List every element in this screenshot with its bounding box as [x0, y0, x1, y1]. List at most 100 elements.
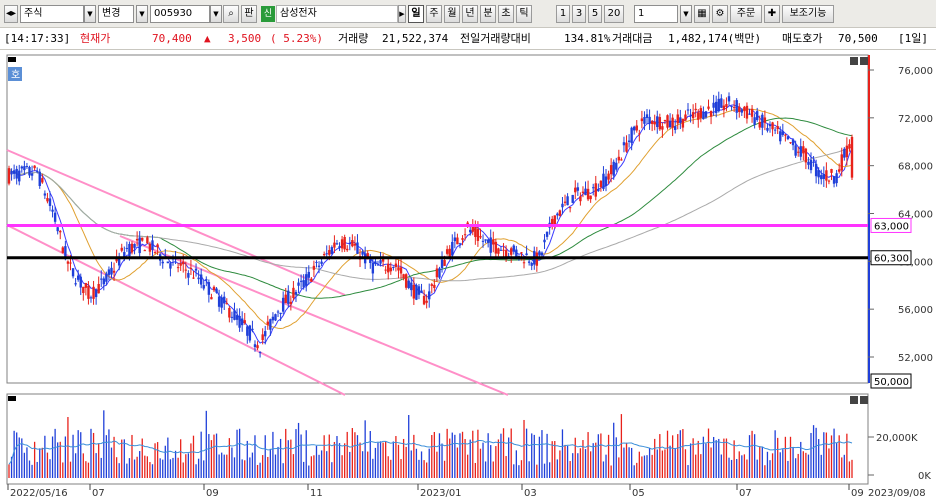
- market-arrow-button[interactable]: ◂▸: [4, 5, 18, 23]
- tab-period-minute[interactable]: 분: [480, 5, 496, 23]
- change-label[interactable]: 변경: [98, 5, 134, 23]
- candle-body: [658, 117, 662, 130]
- candle-body: [576, 187, 580, 191]
- corner-badge[interactable]: [8, 67, 22, 81]
- candle-body: [650, 121, 654, 124]
- candle-body: [10, 171, 13, 175]
- candle-body: [348, 243, 351, 245]
- candle-body: [184, 269, 187, 271]
- interval-input[interactable]: 1: [634, 5, 678, 23]
- tab-period-month[interactable]: 월: [444, 5, 460, 23]
- interval-3-button[interactable]: 3: [572, 5, 586, 23]
- candle-body: [387, 263, 390, 273]
- price-marker-label: 60,300: [874, 254, 909, 265]
- market-select[interactable]: 주식: [20, 5, 84, 23]
- interval-5-button[interactable]: 5: [588, 5, 602, 23]
- grid-icon[interactable]: ▦: [694, 5, 710, 23]
- pane-close-icon[interactable]: [860, 57, 868, 65]
- candle-body: [161, 261, 164, 264]
- date-label: 2022/05/16: [10, 488, 68, 498]
- candle-body: [207, 282, 211, 295]
- ask-label: 매도호가: [782, 32, 823, 45]
- code-history-dropdown-icon[interactable]: ▼: [210, 5, 222, 23]
- candle-body: [233, 310, 236, 320]
- crosshair-icon[interactable]: ✚: [764, 5, 780, 23]
- price-marker-box: [870, 250, 912, 266]
- candle-body: [755, 111, 759, 121]
- candle-body: [510, 248, 513, 255]
- candle-body: [661, 126, 664, 130]
- candle-body: [822, 173, 826, 179]
- candle-body: [205, 279, 208, 281]
- candle-body: [615, 162, 618, 170]
- candle-body: [753, 117, 756, 125]
- tab-period-day[interactable]: 일: [408, 5, 424, 23]
- candle-body: [251, 328, 254, 330]
- candle-body: [192, 277, 195, 279]
- candle-body: [187, 273, 190, 278]
- candle-body: [620, 159, 623, 161]
- candle-body: [346, 248, 349, 251]
- volume-close-icon[interactable]: [860, 396, 868, 404]
- candle-body: [812, 161, 815, 163]
- candle-body: [609, 165, 613, 175]
- candle-body: [51, 209, 54, 212]
- candle-body: [28, 166, 31, 176]
- price-markers: 63,000 60,300 50,000: [870, 217, 912, 389]
- candle-body: [584, 188, 587, 196]
- candle-body: [602, 173, 605, 189]
- interval-20-button[interactable]: 20: [604, 5, 624, 23]
- candle-body: [558, 210, 562, 217]
- pane-maximize-icon[interactable]: [850, 57, 858, 65]
- gear-icon[interactable]: ⚙: [712, 5, 728, 23]
- candle-body: [120, 247, 123, 251]
- date-label: 09: [851, 488, 864, 498]
- stock-code-input[interactable]: 005930: [150, 5, 210, 23]
- candle-body: [310, 278, 313, 282]
- candle-body: [438, 268, 441, 278]
- pan-button[interactable]: 판: [241, 5, 257, 23]
- candle-body: [538, 251, 541, 256]
- expand-icon[interactable]: ▶: [398, 5, 406, 23]
- quote-time: [14:17:33]: [4, 32, 71, 45]
- candle-body: [35, 170, 39, 172]
- candle-body: [107, 269, 111, 275]
- tab-period-second[interactable]: 초: [498, 5, 514, 23]
- candle-body: [794, 145, 797, 156]
- candle-body: [556, 213, 559, 216]
- code-dropdown-icon[interactable]: ▼: [136, 5, 148, 23]
- candle-body: [179, 263, 182, 266]
- candle-body: [38, 171, 41, 186]
- candle-body: [343, 237, 346, 250]
- candle-body: [745, 105, 749, 119]
- candle-body: [714, 101, 718, 113]
- candle-body: [779, 131, 782, 142]
- volume-maximize-icon[interactable]: [850, 396, 858, 404]
- tab-period-tick[interactable]: 틱: [516, 5, 532, 23]
- volume-menu-icon[interactable]: [8, 396, 16, 401]
- candle-body: [266, 321, 269, 325]
- price-axis-bar-down: [868, 180, 870, 383]
- tab-period-week[interactable]: 주: [426, 5, 442, 23]
- magnifier-icon[interactable]: ⌕: [223, 5, 239, 23]
- candle-body: [338, 246, 341, 248]
- market-dropdown-icon[interactable]: ▼: [84, 5, 96, 23]
- candle-body: [182, 261, 185, 265]
- order-button[interactable]: 주문: [730, 5, 762, 23]
- candle-body: [750, 108, 754, 117]
- tab-period-year[interactable]: 년: [462, 5, 478, 23]
- aux-function-button[interactable]: 보조기능: [782, 5, 834, 23]
- candle-body: [553, 215, 556, 225]
- candle-body: [494, 241, 498, 254]
- candle-body: [671, 117, 674, 128]
- interval-1-button[interactable]: 1: [556, 5, 570, 23]
- candle-body: [574, 187, 577, 193]
- stock-name-field[interactable]: 삼성전자: [276, 5, 398, 23]
- candle-body: [294, 291, 298, 295]
- pane-menu-icon[interactable]: [8, 57, 16, 62]
- interval-dropdown-icon[interactable]: ▼: [680, 5, 692, 23]
- candle-body: [415, 284, 418, 300]
- price-marker-label: 50,000: [874, 377, 909, 388]
- candle-body: [612, 161, 615, 176]
